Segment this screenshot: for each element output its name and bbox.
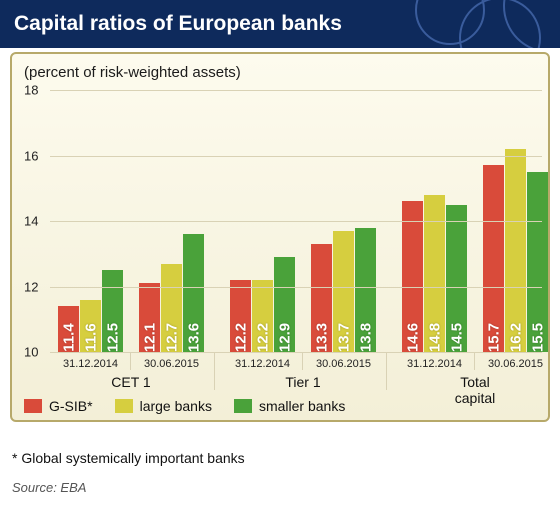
bar: 13.7	[333, 231, 354, 352]
bar: 14.5	[446, 205, 467, 352]
bar-value-label: 13.3	[313, 323, 330, 352]
bar-value-label: 13.8	[357, 323, 374, 352]
x-group-label: Total capital	[439, 374, 512, 406]
legend-label-large: large banks	[140, 398, 212, 414]
bar: 14.6	[402, 201, 423, 352]
bar: 12.2	[252, 280, 273, 352]
bar: 13.6	[183, 234, 204, 352]
bar: 16.2	[505, 149, 526, 352]
gridline	[50, 156, 542, 157]
bar: 15.7	[483, 165, 504, 352]
x-date-label: 31.12.2014	[407, 358, 462, 370]
x-date-label: 31.12.2014	[235, 358, 290, 370]
gridline	[50, 90, 542, 91]
bar: 12.5	[102, 270, 123, 352]
bar: 15.5	[527, 172, 548, 352]
bar-value-label: 12.7	[163, 323, 180, 352]
date-separator	[302, 352, 303, 370]
source: Source: EBA	[12, 480, 86, 495]
bar: 12.2	[230, 280, 251, 352]
gridline	[50, 287, 542, 288]
bar: 13.8	[355, 228, 376, 352]
legend-item-large: large banks	[115, 398, 212, 414]
legend-item-gsib: G-SIB*	[24, 398, 93, 414]
bar: 14.8	[424, 195, 445, 352]
gridline	[50, 352, 542, 353]
bar-value-label: 12.9	[276, 323, 293, 352]
x-date-label: 30.06.2015	[488, 358, 543, 370]
plot-area: 11.4 11.6 12.5 12.1 12.7 13.6 12.2 12.2 12.9 13.3…	[50, 90, 542, 352]
bar-value-label: 12.1	[141, 323, 158, 352]
bar-value-label: 14.5	[448, 323, 465, 352]
bar-value-label: 14.8	[426, 323, 443, 352]
chart-title: Capital ratios of European banks	[14, 12, 342, 36]
legend-swatch-gsib	[24, 399, 42, 413]
bar-value-label: 12.2	[232, 323, 249, 352]
legend-label-smaller: smaller banks	[259, 398, 345, 414]
bar-value-label: 16.2	[507, 323, 524, 352]
bar-value-label: 14.6	[404, 323, 421, 352]
legend-swatch-smaller	[234, 399, 252, 413]
date-separator	[130, 352, 131, 370]
bar-value-label: 11.4	[60, 323, 77, 351]
chart-panel: (percent of risk-weighted assets) 11.411…	[10, 52, 550, 422]
y-tick-label: 10	[24, 345, 38, 360]
y-tick-label: 16	[24, 148, 38, 163]
group-separator	[214, 352, 215, 390]
title-decoration	[400, 0, 560, 48]
bar-value-label: 11.6	[82, 323, 99, 351]
legend-label-gsib: G-SIB*	[49, 398, 93, 414]
x-group-label: CET 1	[111, 374, 150, 390]
bar: 11.4	[58, 306, 79, 352]
x-date-label: 31.12.2014	[63, 358, 118, 370]
bar-value-label: 15.5	[529, 323, 546, 352]
y-tick-label: 14	[24, 214, 38, 229]
bar: 12.9	[274, 257, 295, 352]
gridline	[50, 221, 542, 222]
bar-value-label: 13.6	[185, 323, 202, 352]
y-tick-label: 12	[24, 279, 38, 294]
legend-item-smaller: smaller banks	[234, 398, 345, 414]
bar: 12.1	[139, 283, 160, 352]
bar-value-label: 12.2	[254, 323, 271, 352]
bar: 12.7	[161, 264, 182, 352]
y-tick-label: 18	[24, 83, 38, 98]
footnote: * Global systemically important banks	[12, 450, 245, 466]
chart-subtitle: (percent of risk-weighted assets)	[24, 64, 241, 81]
bar-value-label: 15.7	[485, 323, 502, 352]
bar: 11.6	[80, 300, 101, 352]
date-separator	[474, 352, 475, 370]
group-separator	[386, 352, 387, 390]
x-date-label: 30.06.2015	[144, 358, 199, 370]
bar-value-label: 13.7	[335, 323, 352, 352]
title-bar: Capital ratios of European banks	[0, 0, 560, 48]
legend-swatch-large	[115, 399, 133, 413]
bar-value-label: 12.5	[104, 323, 121, 352]
figure: Capital ratios of European banks (percen…	[0, 0, 560, 505]
x-date-label: 30.06.2015	[316, 358, 371, 370]
legend: G-SIB* large banks smaller banks	[24, 398, 345, 414]
bar: 13.3	[311, 244, 332, 352]
x-group-label: Tier 1	[285, 374, 320, 390]
